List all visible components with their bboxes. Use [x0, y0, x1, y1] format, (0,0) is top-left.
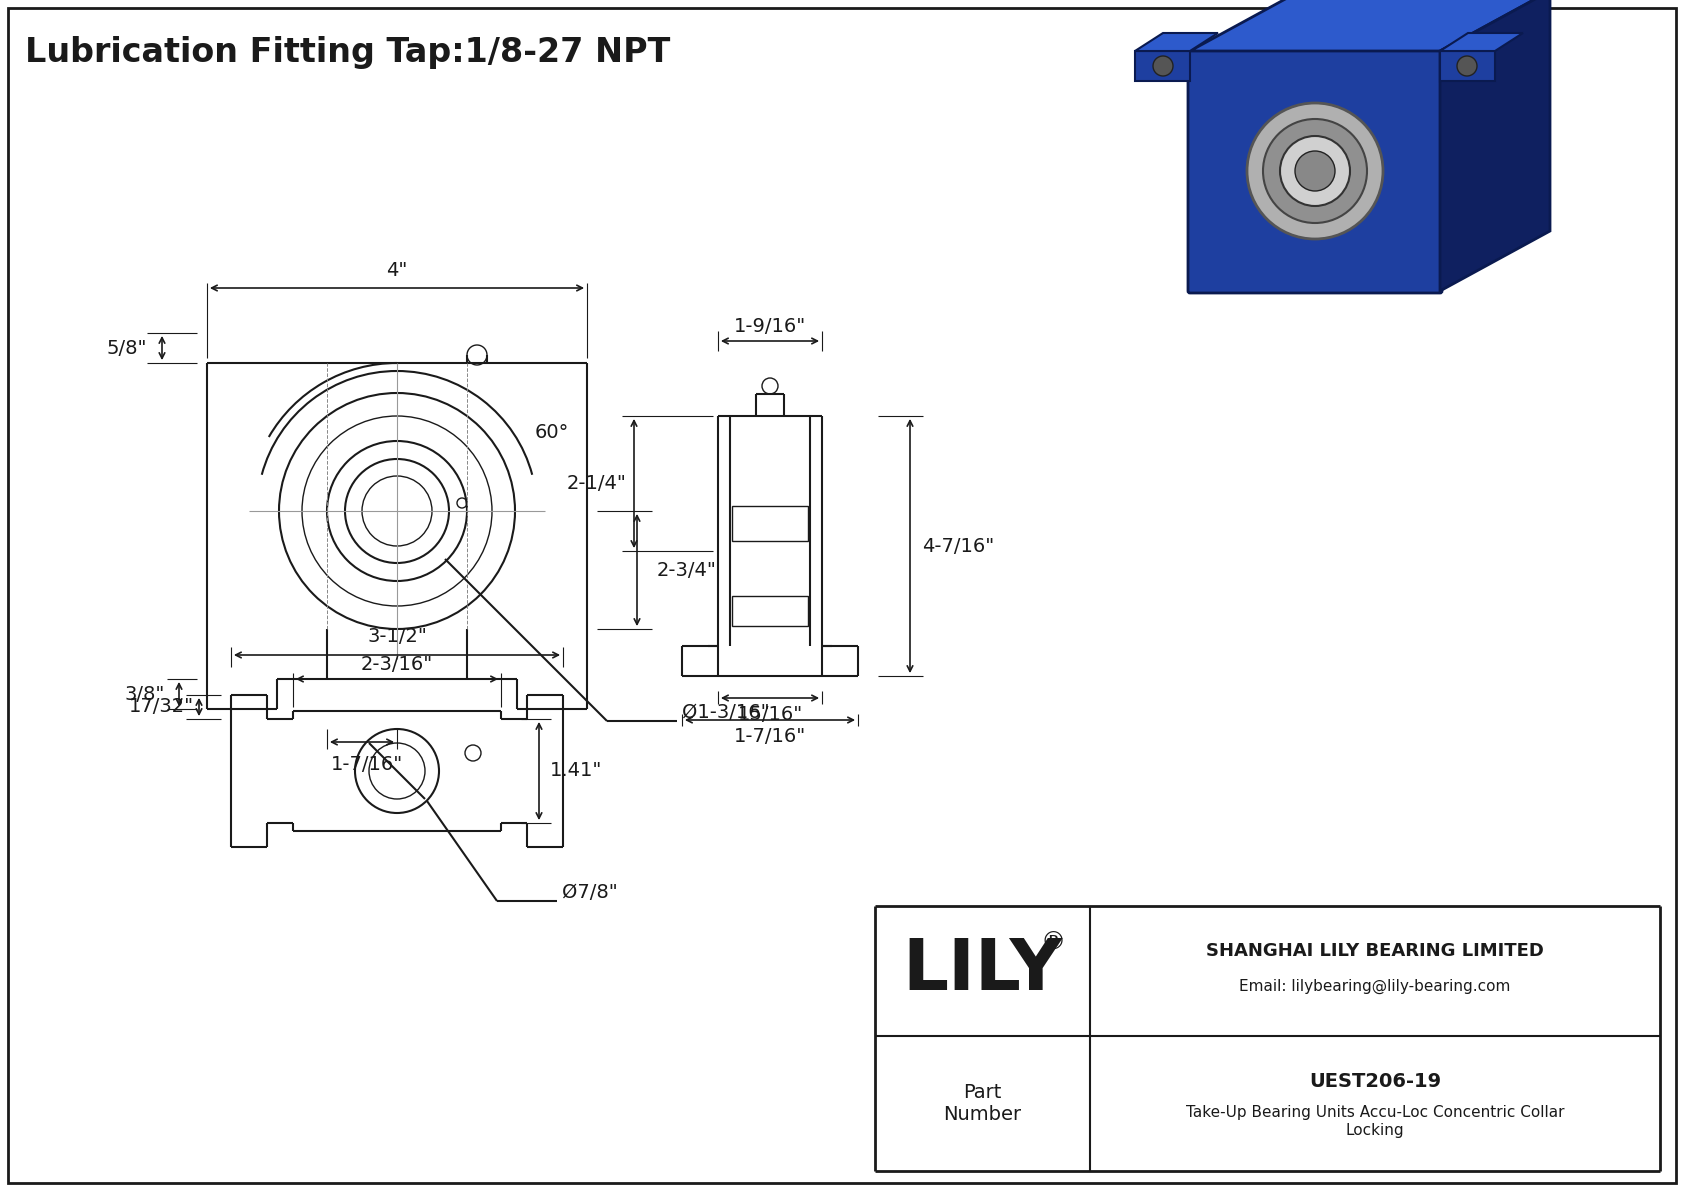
- Text: 60°: 60°: [536, 424, 569, 443]
- Circle shape: [1246, 102, 1383, 239]
- Text: 3-1/2": 3-1/2": [367, 628, 428, 647]
- Text: 17/32": 17/32": [128, 698, 194, 717]
- Text: SHANGHAI LILY BEARING LIMITED: SHANGHAI LILY BEARING LIMITED: [1206, 942, 1544, 960]
- Text: 2-1/4": 2-1/4": [568, 474, 626, 493]
- Text: 1-7/16": 1-7/16": [734, 727, 807, 746]
- Text: Email: lilybearing@lily-bearing.com: Email: lilybearing@lily-bearing.com: [1239, 978, 1511, 993]
- Circle shape: [1154, 56, 1174, 76]
- FancyBboxPatch shape: [1187, 49, 1442, 293]
- Text: 4": 4": [386, 261, 408, 280]
- Text: Lubrication Fitting Tap:1/8-27 NPT: Lubrication Fitting Tap:1/8-27 NPT: [25, 36, 670, 69]
- Polygon shape: [1440, 33, 1522, 51]
- Circle shape: [1280, 136, 1351, 206]
- Circle shape: [1457, 56, 1477, 76]
- Polygon shape: [1440, 0, 1549, 291]
- Bar: [733, 506, 808, 541]
- Text: 2-3/16": 2-3/16": [360, 655, 433, 674]
- Text: Part
Number: Part Number: [943, 1083, 1022, 1124]
- Text: Take-Up Bearing Units Accu-Loc Concentric Collar
Locking: Take-Up Bearing Units Accu-Loc Concentri…: [1186, 1105, 1564, 1137]
- Text: 15/16": 15/16": [738, 705, 803, 723]
- Text: 2-3/4": 2-3/4": [657, 561, 717, 580]
- Circle shape: [1295, 151, 1335, 191]
- Bar: [1440, 51, 1495, 81]
- Text: 1-9/16": 1-9/16": [734, 317, 807, 336]
- Text: Ø1-3/16": Ø1-3/16": [682, 704, 770, 723]
- Text: 1.41": 1.41": [549, 761, 603, 780]
- Bar: [1135, 51, 1191, 81]
- Text: 3/8": 3/8": [125, 685, 165, 704]
- Text: 4-7/16": 4-7/16": [921, 536, 994, 555]
- Text: 1-7/16": 1-7/16": [330, 755, 402, 773]
- Text: LILY: LILY: [903, 936, 1063, 1005]
- Circle shape: [1263, 119, 1367, 223]
- Text: UEST206-19: UEST206-19: [1308, 1072, 1442, 1091]
- Bar: [733, 596, 808, 626]
- Text: 5/8": 5/8": [106, 338, 147, 357]
- Polygon shape: [1135, 33, 1218, 51]
- Polygon shape: [1191, 0, 1549, 51]
- Text: ®: ®: [1041, 931, 1066, 955]
- Text: Ø7/8": Ø7/8": [562, 884, 618, 903]
